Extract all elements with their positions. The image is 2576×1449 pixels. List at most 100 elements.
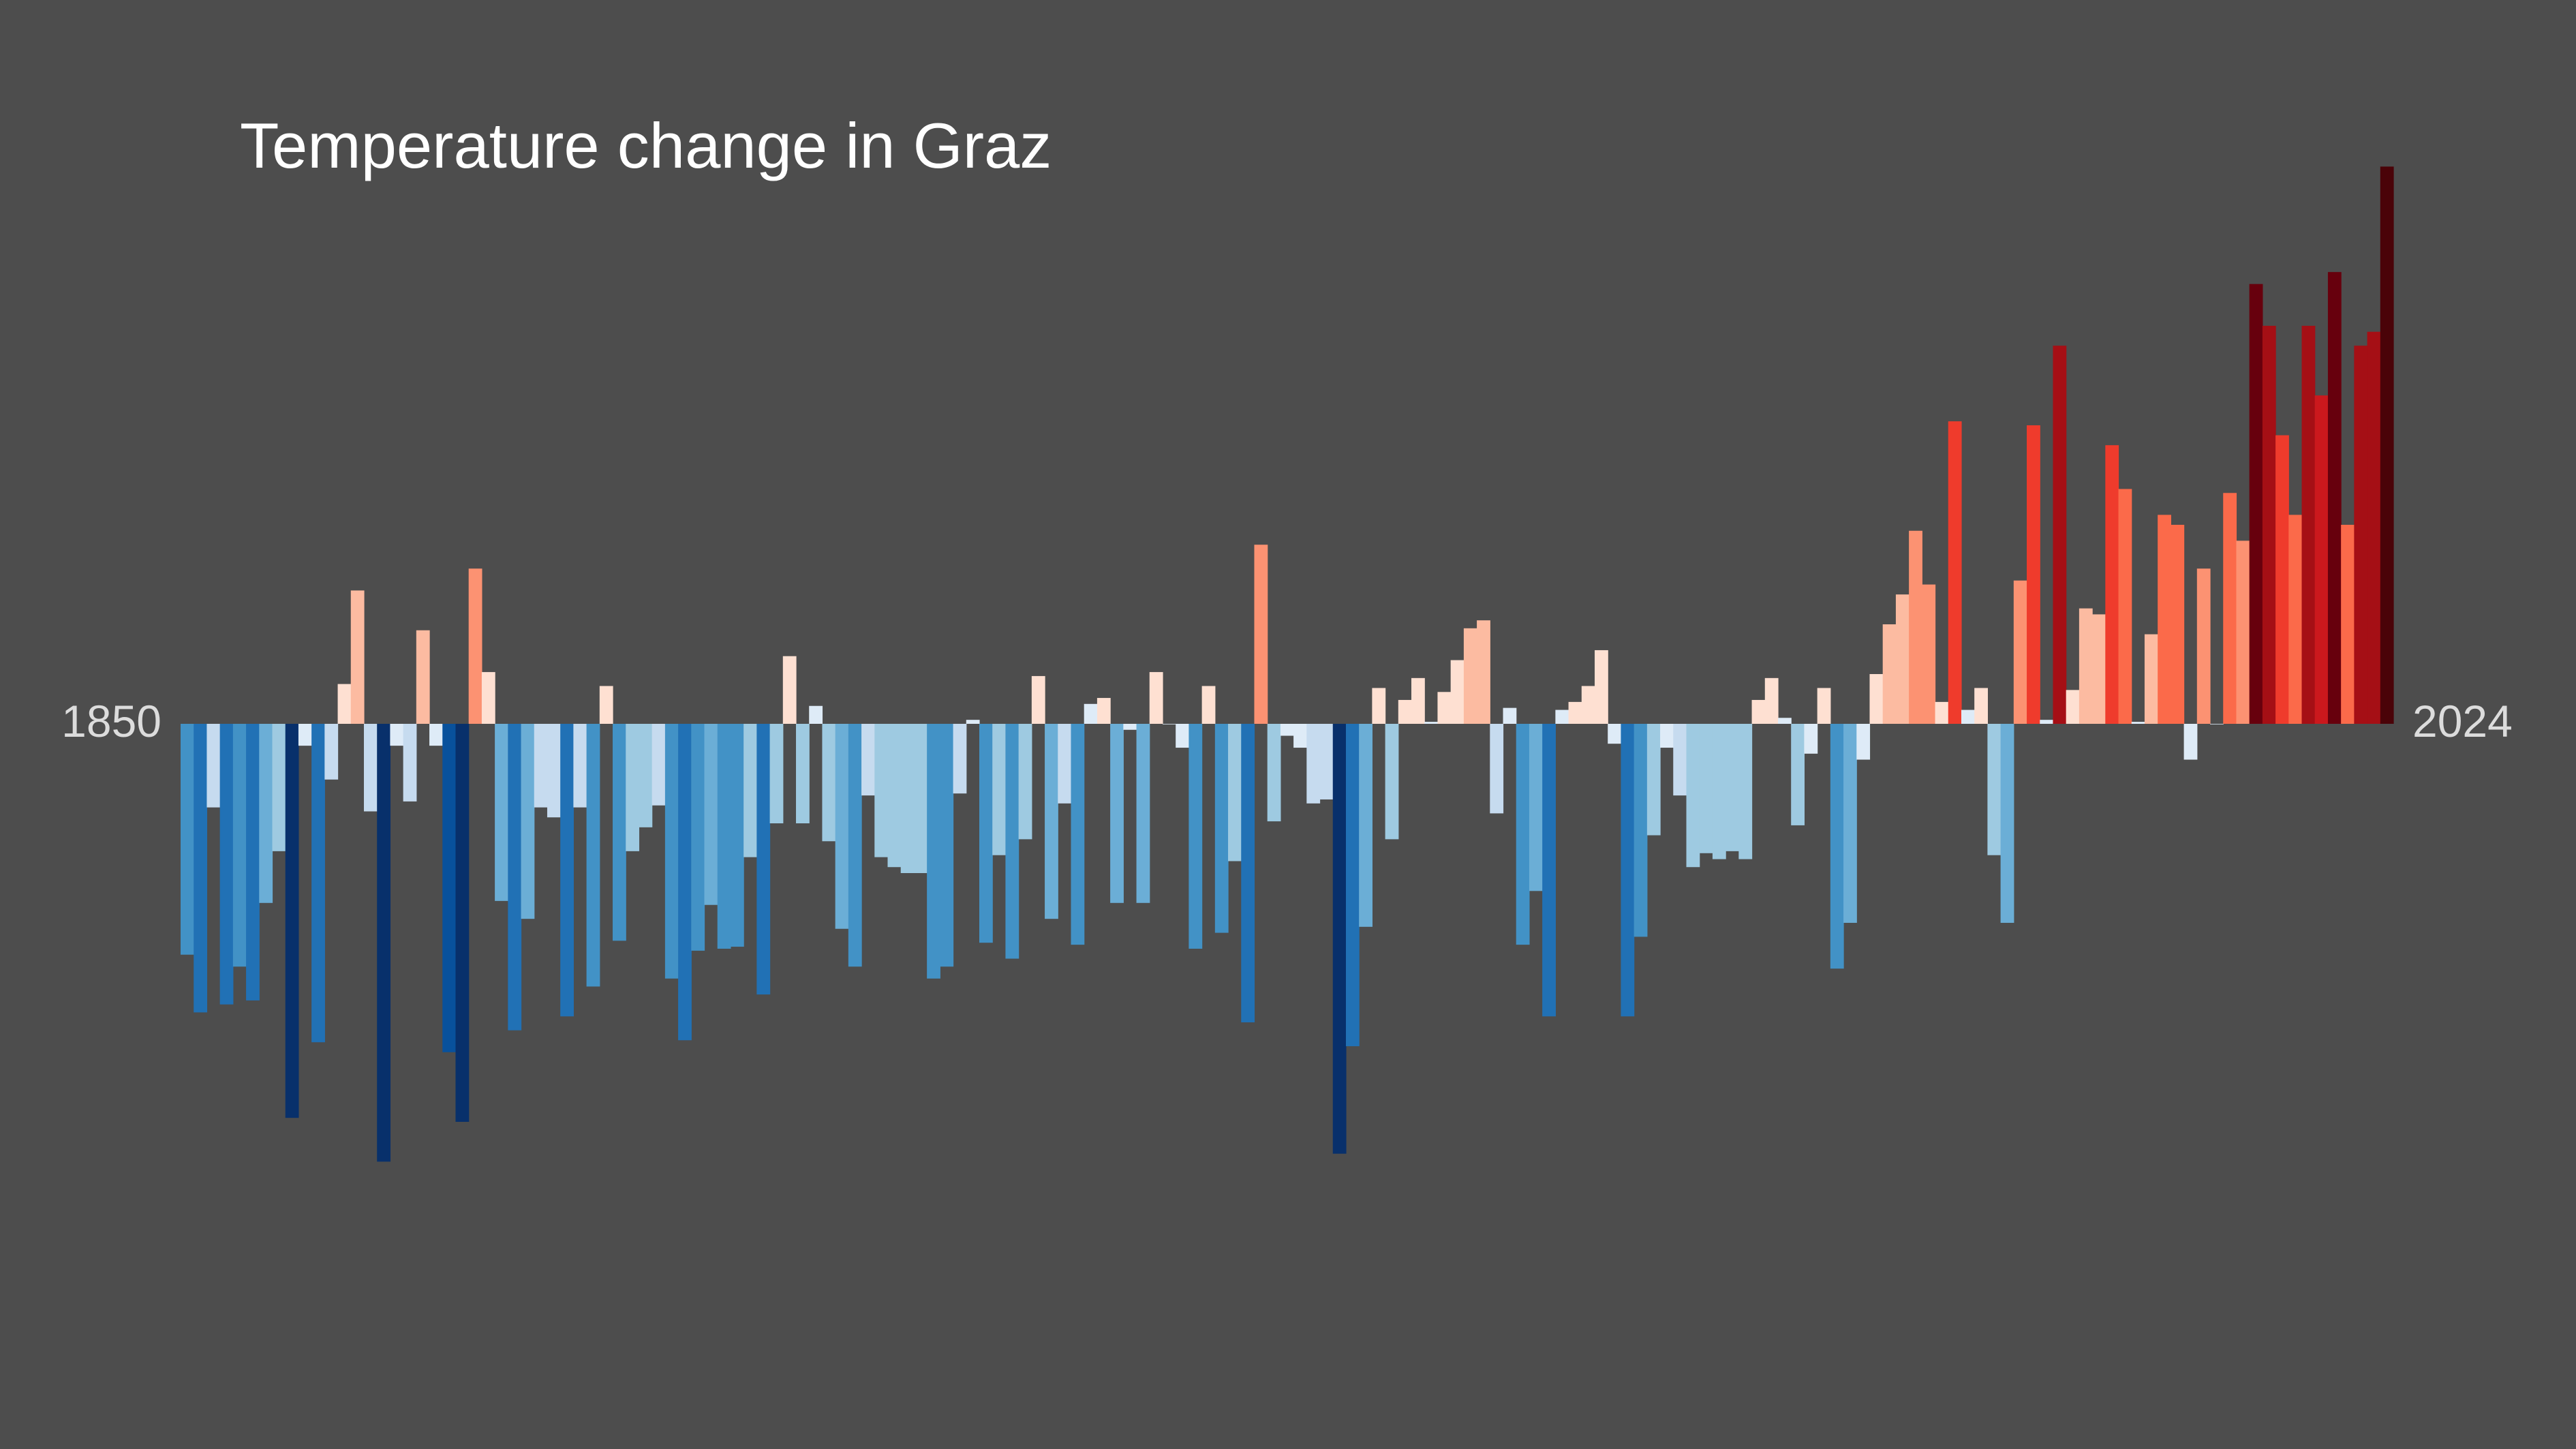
bar-year-1964 — [1673, 724, 1687, 796]
bar-year-1873 — [481, 672, 495, 724]
bar-year-1982 — [1909, 530, 1922, 724]
bar-year-1928 — [1201, 686, 1216, 724]
bar-year-1999 — [2131, 722, 2145, 724]
bar-year-1874 — [495, 724, 508, 901]
chart-title: Temperature change in Graz — [240, 110, 1052, 181]
bar-year-2000 — [2144, 634, 2158, 724]
bar-year-1851 — [194, 724, 208, 1013]
bar-year-1877 — [534, 724, 548, 808]
bar-year-1966 — [1699, 724, 1713, 853]
bar-year-1917 — [1058, 724, 1072, 804]
bar-year-1900 — [835, 724, 849, 929]
bar-year-2001 — [2158, 515, 2171, 724]
bar-year-1893 — [743, 724, 757, 857]
bar-year-1975 — [1817, 688, 1831, 724]
bar-year-1856 — [259, 724, 273, 903]
bar-year-1867 — [403, 724, 417, 802]
bar-year-1983 — [1922, 584, 1936, 724]
bar-year-1979 — [1869, 674, 1884, 724]
bar-year-1974 — [1804, 724, 1818, 754]
bar-year-1988 — [1987, 724, 2002, 855]
bar-year-1860 — [311, 724, 325, 1043]
bar-year-1902 — [861, 724, 875, 796]
bar-year-1906 — [913, 724, 927, 873]
bar-year-1890 — [704, 724, 718, 905]
bar-year-1889 — [691, 724, 705, 951]
bar-year-1923 — [1136, 724, 1150, 903]
bar-year-1946 — [1437, 692, 1452, 724]
bar-year-1989 — [2000, 724, 2014, 923]
bar-year-2007 — [2236, 540, 2250, 724]
bar-year-1863 — [350, 590, 365, 724]
bar-year-1971 — [1764, 677, 1779, 724]
bar-year-1963 — [1660, 724, 1674, 748]
bar-year-1883 — [613, 724, 626, 941]
bar-year-1918 — [1071, 724, 1085, 945]
bar-year-1896 — [782, 656, 797, 724]
bar-year-1981 — [1895, 594, 1910, 724]
bar-year-1955 — [1555, 710, 1569, 724]
bar-year-1899 — [822, 724, 836, 842]
bar-year-1915 — [1031, 675, 1045, 724]
bar-year-1995 — [2079, 608, 2093, 724]
bar-year-1943 — [1398, 699, 1412, 724]
bar-year-1954 — [1542, 724, 1556, 1017]
bar-year-1935 — [1293, 724, 1307, 748]
bar-year-1984 — [1935, 701, 1949, 724]
bar-year-1980 — [1882, 624, 1897, 724]
bar-year-1976 — [1830, 724, 1844, 969]
bar-year-1941 — [1372, 688, 1386, 724]
x-end-label: 2024 — [2412, 696, 2513, 746]
bar-year-1907 — [927, 724, 940, 979]
bar-year-1913 — [1005, 724, 1019, 959]
bar-year-2009 — [2262, 326, 2276, 724]
bar-year-2010 — [2275, 435, 2289, 724]
bar-year-1968 — [1726, 724, 1739, 851]
bar-year-1868 — [416, 630, 430, 724]
bar-year-1866 — [390, 724, 404, 746]
bar-year-1942 — [1385, 724, 1399, 840]
bar-year-1876 — [521, 724, 535, 919]
bar-year-1973 — [1791, 724, 1805, 825]
bar-year-1937 — [1319, 724, 1334, 799]
bar-year-1985 — [1948, 421, 1962, 724]
bar-year-1944 — [1411, 677, 1425, 724]
bar-year-2011 — [2288, 515, 2303, 724]
bar-year-1857 — [272, 724, 286, 851]
bar-year-1997 — [2105, 445, 2119, 724]
bar-year-1881 — [586, 724, 600, 987]
bar-year-1993 — [2053, 346, 2067, 724]
bar-year-1947 — [1450, 660, 1465, 724]
bar-year-1855 — [246, 724, 260, 1001]
bar-year-1858 — [285, 724, 299, 1118]
bar-year-1921 — [1110, 724, 1124, 903]
bar-year-1875 — [508, 724, 522, 1031]
bar-year-2006 — [2223, 493, 2237, 724]
bar-year-1853 — [219, 724, 234, 1005]
bar-year-1891 — [717, 724, 731, 949]
bar-year-1950 — [1490, 724, 1504, 814]
bar-year-1871 — [455, 724, 470, 1122]
bar-year-2003 — [2183, 724, 2198, 760]
bar-year-2014 — [2327, 272, 2342, 724]
bar-year-1897 — [796, 724, 810, 823]
bar-year-1892 — [730, 724, 744, 947]
bar-year-1998 — [2118, 489, 2132, 724]
bar-year-1919 — [1084, 703, 1098, 724]
bar-year-1934 — [1280, 724, 1294, 736]
bar-year-1931 — [1241, 724, 1255, 1022]
bar-year-1926 — [1176, 724, 1189, 748]
bar-year-1869 — [429, 724, 443, 746]
bar-year-1936 — [1306, 724, 1321, 804]
bar-year-1894 — [756, 724, 771, 995]
bar-year-1994 — [2066, 690, 2080, 724]
bar-year-1898 — [809, 705, 823, 724]
bar-year-1901 — [848, 724, 862, 967]
bar-year-1991 — [2027, 425, 2040, 724]
bar-year-1970 — [1751, 699, 1766, 724]
bar-year-1884 — [626, 724, 640, 851]
bar-year-1920 — [1097, 698, 1111, 724]
bar-year-1992 — [2040, 720, 2054, 724]
